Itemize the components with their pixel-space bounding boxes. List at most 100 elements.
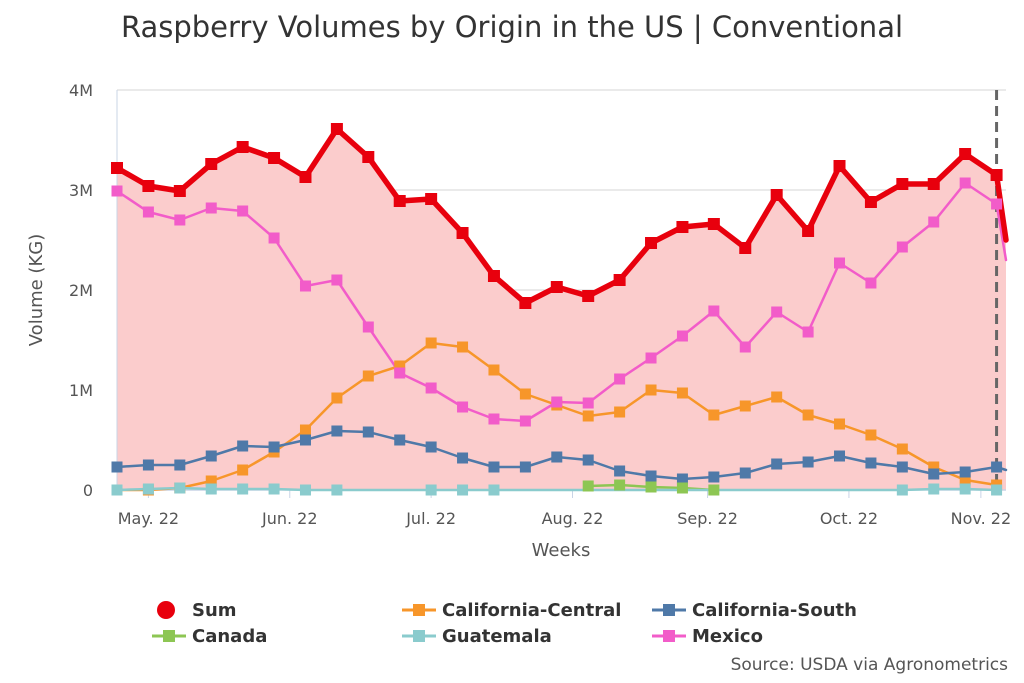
data-point-sum[interactable] [613,274,626,286]
data-point-california-south[interactable] [802,456,814,468]
data-point-california-central[interactable] [331,392,343,404]
data-point-mexico[interactable] [582,397,594,409]
data-point-guatemala[interactable] [174,482,186,494]
data-point-california-south[interactable] [959,466,971,478]
data-point-california-south[interactable] [551,451,563,463]
data-point-california-south[interactable] [708,471,720,483]
data-point-sum[interactable] [550,281,563,293]
data-point-mexico[interactable] [928,216,940,228]
data-point-mexico[interactable] [174,214,186,226]
data-point-sum[interactable] [236,141,249,153]
data-point-california-central[interactable] [299,424,311,436]
data-point-california-central[interactable] [771,391,783,403]
data-point-mexico[interactable] [237,205,249,217]
data-point-california-south[interactable] [457,452,469,464]
data-point-california-central[interactable] [614,406,626,418]
data-point-sum[interactable] [142,180,155,192]
data-point-california-south[interactable] [488,461,500,473]
data-point-sum[interactable] [519,297,532,309]
data-point-mexico[interactable] [645,352,657,364]
data-point-canada[interactable] [676,482,688,494]
data-point-mexico[interactable] [205,202,217,214]
data-point-mexico[interactable] [708,305,720,317]
data-point-california-central[interactable] [708,409,720,421]
data-point-california-south[interactable] [928,468,940,480]
data-point-california-south[interactable] [174,459,186,471]
data-point-mexico[interactable] [614,373,626,385]
data-point-mexico[interactable] [551,396,563,408]
data-point-sum[interactable] [959,148,972,160]
data-point-mexico[interactable] [268,232,280,244]
data-point-sum[interactable] [456,227,469,239]
data-point-california-south[interactable] [739,467,751,479]
data-point-california-south[interactable] [425,441,437,453]
data-point-mexico[interactable] [142,206,154,218]
data-point-guatemala[interactable] [928,483,940,495]
data-point-california-south[interactable] [614,465,626,477]
data-point-sum[interactable] [582,290,595,302]
data-point-california-south[interactable] [237,440,249,452]
data-point-sum[interactable] [425,193,438,205]
data-point-california-central[interactable] [488,364,500,376]
data-point-sum[interactable] [362,151,375,163]
data-point-mexico[interactable] [488,413,500,425]
data-point-mexico[interactable] [991,198,1003,210]
data-point-california-central[interactable] [834,418,846,430]
data-point-california-central[interactable] [865,429,877,441]
data-point-guatemala[interactable] [268,483,280,495]
legend-item-california-central[interactable]: California-Central [402,598,652,622]
data-point-sum[interactable] [111,162,123,174]
data-point-guatemala[interactable] [299,484,311,496]
data-point-california-central[interactable] [237,464,249,476]
data-point-mexico[interactable] [896,241,908,253]
data-point-sum[interactable] [268,152,281,164]
data-point-sum[interactable] [707,218,720,230]
data-point-sum[interactable] [487,270,500,282]
data-point-canada[interactable] [582,480,594,492]
data-point-california-south[interactable] [268,441,280,453]
data-point-california-south[interactable] [394,434,406,446]
data-point-canada[interactable] [708,484,720,496]
data-point-guatemala[interactable] [425,484,437,496]
data-point-guatemala[interactable] [896,484,908,496]
data-point-california-central[interactable] [676,387,688,399]
data-point-california-south[interactable] [205,450,217,462]
data-point-sum[interactable] [393,195,406,207]
data-point-california-central[interactable] [457,341,469,353]
data-point-california-south[interactable] [865,457,877,469]
data-point-mexico[interactable] [802,326,814,338]
data-point-guatemala[interactable] [237,483,249,495]
legend-item-guatemala[interactable]: Guatemala [402,624,652,648]
data-point-california-central[interactable] [645,384,657,396]
data-point-california-central[interactable] [205,475,217,487]
data-point-california-south[interactable] [771,458,783,470]
data-point-sum[interactable] [299,171,312,183]
data-point-mexico[interactable] [959,177,971,189]
data-point-guatemala[interactable] [111,484,123,496]
data-point-mexico[interactable] [676,330,688,342]
data-point-mexico[interactable] [457,401,469,413]
data-point-california-south[interactable] [299,434,311,446]
data-point-mexico[interactable] [299,280,311,292]
legend-item-canada[interactable]: Canada [152,624,402,648]
data-point-california-central[interactable] [928,461,940,473]
data-point-sum[interactable] [896,178,909,190]
data-point-sum[interactable] [330,123,343,135]
data-point-sum[interactable] [990,169,1003,181]
data-point-california-central[interactable] [739,400,751,412]
data-point-california-south[interactable] [991,461,1003,473]
data-point-guatemala[interactable] [205,483,217,495]
data-point-sum[interactable] [676,221,689,233]
data-point-guatemala[interactable] [457,484,469,496]
data-point-mexico[interactable] [362,321,374,333]
data-point-guatemala[interactable] [991,484,1003,496]
data-point-california-south[interactable] [645,470,657,482]
data-point-sum[interactable] [205,158,218,170]
data-point-mexico[interactable] [865,277,877,289]
data-point-california-central[interactable] [802,409,814,421]
data-point-california-south[interactable] [896,461,908,473]
data-point-california-south[interactable] [676,473,688,485]
legend-item-california-south[interactable]: California-South [652,598,902,622]
data-point-sum[interactable] [927,178,940,190]
data-point-canada[interactable] [614,479,626,491]
